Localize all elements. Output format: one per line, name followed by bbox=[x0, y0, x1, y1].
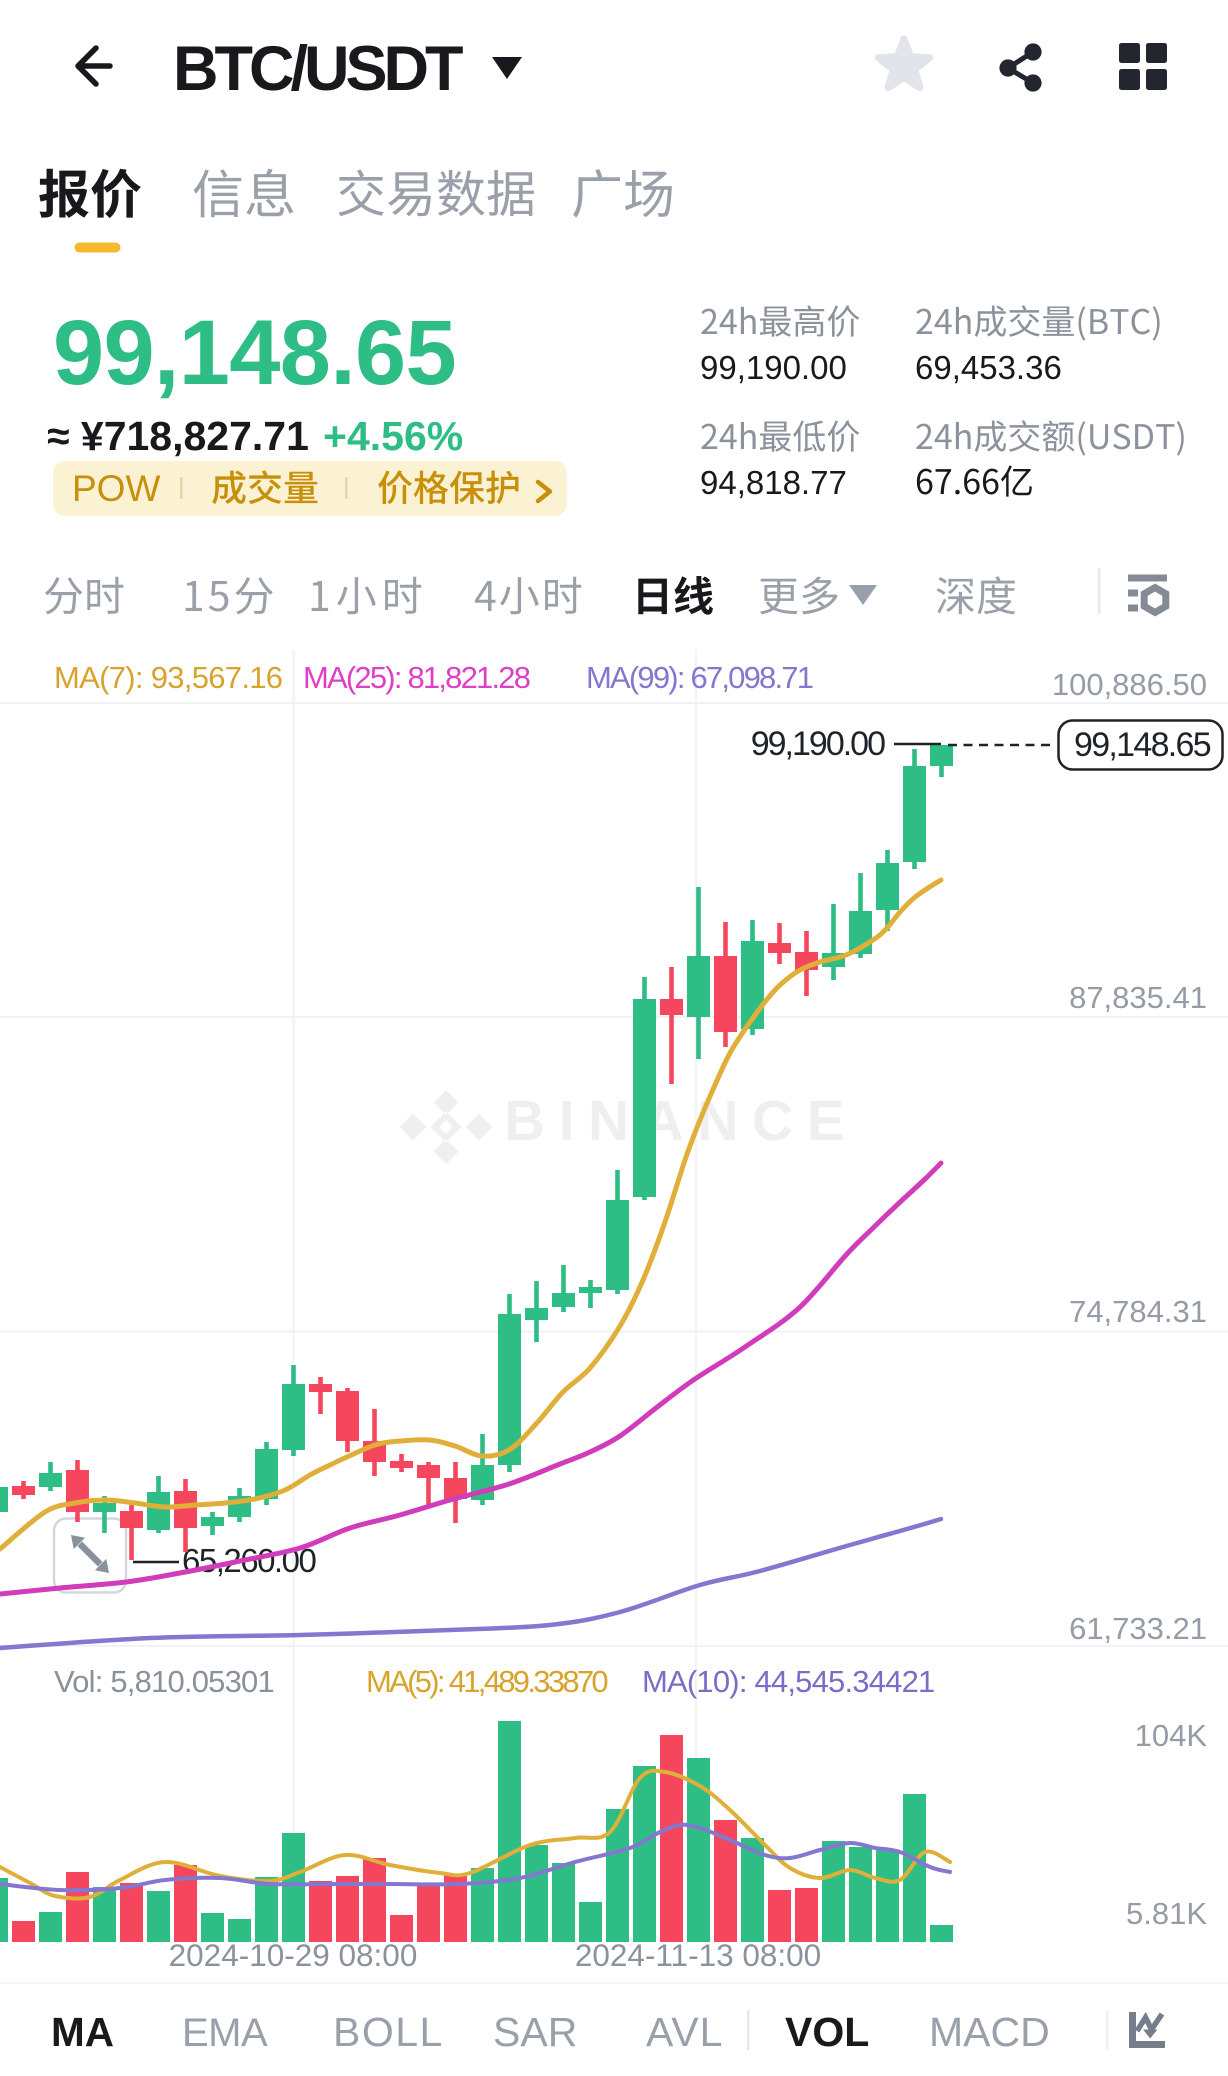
svg-text:MA(10): 44,545.34421: MA(10): 44,545.34421 bbox=[642, 1664, 935, 1699]
svg-text:BINANCE: BINANCE bbox=[504, 1089, 858, 1153]
svg-text:VOL: VOL bbox=[785, 2009, 869, 2055]
svg-text:SAR: SAR bbox=[493, 2009, 577, 2055]
svg-text:+4.56%: +4.56% bbox=[323, 413, 463, 459]
svg-text:BTC/USDT: BTC/USDT bbox=[173, 34, 463, 104]
svg-text:MA(25): 81,821.28: MA(25): 81,821.28 bbox=[303, 660, 530, 695]
svg-text:AVL: AVL bbox=[646, 2009, 723, 2055]
svg-text:Vol: 5,810.05301: Vol: 5,810.05301 bbox=[54, 1664, 274, 1699]
svg-text:69,453.36: 69,453.36 bbox=[915, 349, 1062, 386]
svg-text:MA(99): 67,098.71: MA(99): 67,098.71 bbox=[586, 660, 813, 695]
svg-text:BOLL: BOLL bbox=[333, 2009, 444, 2055]
svg-text:2024-10-29 08:00: 2024-10-29 08:00 bbox=[169, 1937, 418, 1973]
svg-text:99,148.65: 99,148.65 bbox=[53, 302, 456, 404]
svg-text:EMA: EMA bbox=[182, 2011, 268, 2055]
svg-text:100,886.50: 100,886.50 bbox=[1052, 667, 1207, 702]
svg-text:5.81K: 5.81K bbox=[1126, 1896, 1207, 1931]
svg-text:99,148.65: 99,148.65 bbox=[1074, 726, 1211, 764]
svg-text:104K: 104K bbox=[1135, 1718, 1208, 1753]
svg-text:99,190.00: 99,190.00 bbox=[700, 349, 847, 386]
svg-text:MA: MA bbox=[51, 2009, 114, 2055]
svg-text:≈ ¥718,827.71: ≈ ¥718,827.71 bbox=[47, 413, 309, 459]
svg-text:94,818.77: 94,818.77 bbox=[700, 464, 847, 501]
svg-text:61,733.21: 61,733.21 bbox=[1069, 1611, 1207, 1646]
svg-text:2024-11-13 08:00: 2024-11-13 08:00 bbox=[575, 1937, 821, 1973]
svg-text:MA(7): 93,567.16: MA(7): 93,567.16 bbox=[54, 660, 282, 695]
svg-text:MACD: MACD bbox=[929, 2009, 1050, 2055]
svg-text:99,190.00: 99,190.00 bbox=[751, 725, 885, 763]
svg-text:87,835.41: 87,835.41 bbox=[1069, 980, 1207, 1015]
svg-text:POW: POW bbox=[72, 468, 160, 509]
svg-text:74,784.31: 74,784.31 bbox=[1069, 1294, 1207, 1329]
svg-text:MA(5): 41,489.33870: MA(5): 41,489.33870 bbox=[366, 1664, 608, 1699]
